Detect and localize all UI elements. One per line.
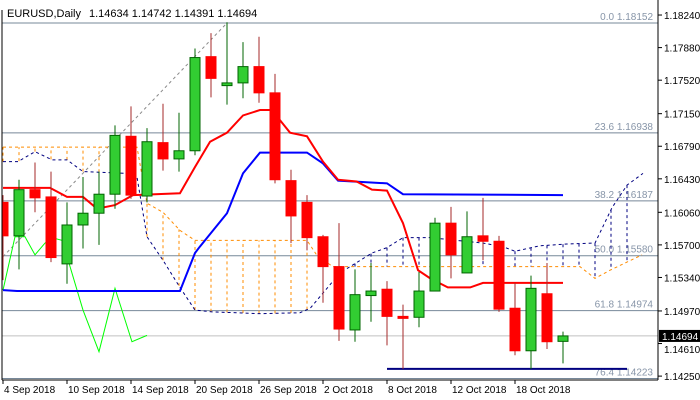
y-tick-label: 1.16430 [664, 175, 700, 186]
x-tick-label: 26 Sep 2018 [260, 385, 317, 396]
y-tick-label: 1.17880 [664, 44, 700, 55]
x-tick-label: 18 Oct 2018 [516, 385, 571, 396]
candle-body [397, 315, 409, 319]
ohlc-readout: 1.14634 1.14742 1.14391 1.14694 [89, 8, 257, 20]
y-tick-label: 1.17150 [664, 110, 700, 121]
candle-body [301, 201, 313, 239]
x-tick-label: 2 Oct 2018 [324, 385, 373, 396]
candles-layer [2, 22, 569, 369]
candle-body [333, 266, 345, 330]
candle-body [525, 287, 537, 352]
fib-level-label: 23.6 1.16938 [595, 122, 654, 133]
candle-body [429, 222, 441, 292]
candle-body [2, 201, 9, 237]
y-tick-label: 1.16790 [664, 142, 700, 153]
x-tick-label: 8 Oct 2018 [388, 385, 437, 396]
senkou-span-b-line [3, 146, 643, 279]
y-tick-label: 1.14610 [664, 345, 700, 356]
candle-body [237, 66, 249, 84]
x-tick-label: 20 Sep 2018 [196, 385, 253, 396]
candle-body [157, 142, 169, 160]
fib-level-label: 38.2 1.16187 [595, 190, 654, 201]
indicator-layer [2, 109, 644, 354]
candle-body [413, 290, 425, 318]
candle-body [45, 196, 57, 259]
candle-body [29, 189, 41, 199]
fib-level-label: 61.8 1.14974 [595, 300, 654, 311]
candle-body [93, 193, 105, 214]
symbol-label: EURUSD,Daily [7, 8, 81, 20]
candle-body [125, 135, 137, 196]
y-tick-label: 1.14970 [664, 307, 700, 318]
candle-body [205, 56, 217, 79]
candle-body [509, 307, 521, 352]
current-price-box [659, 329, 700, 342]
kijun-sen-line [2, 151, 564, 293]
candle-body [461, 236, 473, 274]
candle-body [109, 134, 121, 195]
x-tick-label: 14 Sep 2018 [132, 385, 189, 396]
current-price-label: 1.14694 [662, 332, 699, 343]
y-tick-label: 1.18240 [664, 11, 700, 22]
candle-body [13, 189, 25, 237]
candle-body [317, 236, 329, 268]
fib-level-label: 76.4 1.14223 [595, 368, 654, 379]
candle-body [253, 66, 265, 94]
candle-body [365, 290, 377, 297]
fib-level-label: 50.0 1.15580 [595, 245, 654, 256]
candle-body [173, 150, 185, 160]
candle-body [445, 222, 457, 256]
y-tick-label: 1.14250 [664, 372, 700, 383]
x-tick-label: 4 Sep 2018 [4, 385, 56, 396]
chikou-span-line [2, 236, 148, 354]
axes: 1.18240 1.17880 1.17520 1.17150 1.16790 1.164… [2, 11, 700, 396]
x-tick-label: 10 Sep 2018 [68, 385, 125, 396]
candle-body [77, 212, 89, 226]
candle-body [61, 224, 73, 265]
candle-body [221, 82, 233, 87]
y-tick-label: 1.15700 [664, 241, 700, 252]
candle-body [269, 92, 281, 181]
fibonacci-layer: 0.0 1.18152 23.6 1.16938 38.2 1.16187 50.0 … [2, 12, 658, 380]
y-tick-label: 1.17520 [664, 76, 700, 87]
y-tick-label: 1.16060 [664, 208, 700, 219]
senkou-span-a-line [3, 151, 644, 315]
tenkan-sen-line [3, 109, 563, 289]
candle-body [381, 288, 393, 317]
candle-body [189, 57, 201, 152]
candle-body [541, 293, 553, 343]
candle-body [285, 180, 297, 217]
candle-body [477, 235, 489, 242]
y-tick-label: 1.15340 [664, 273, 700, 284]
x-tick-label: 12 Oct 2018 [452, 385, 507, 396]
candle-body [557, 335, 569, 342]
fib-level-label: 0.0 1.18152 [600, 12, 653, 23]
candle-body [493, 240, 505, 310]
candle-body [349, 294, 361, 331]
candle-body [141, 141, 153, 197]
